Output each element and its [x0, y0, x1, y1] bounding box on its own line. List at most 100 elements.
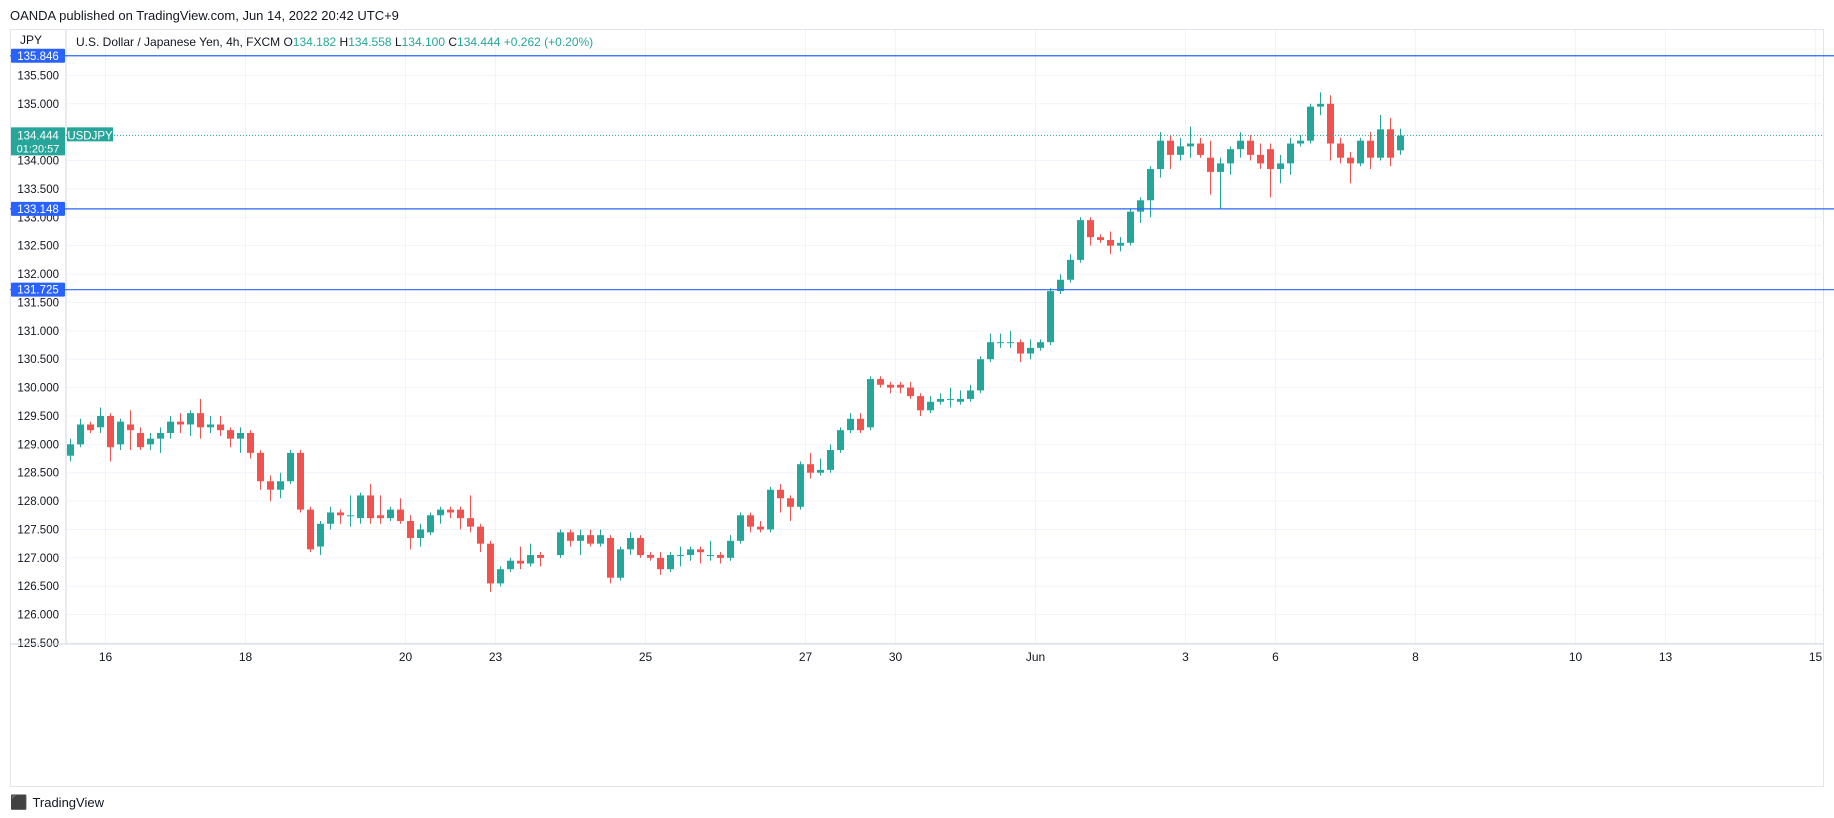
candle-body: [437, 509, 444, 516]
y-tick-label: 127.000: [17, 553, 59, 565]
candle-body: [807, 464, 814, 473]
legend-close-label: C: [448, 35, 458, 49]
candle-body: [1067, 259, 1074, 280]
candle-body: [117, 421, 124, 445]
publish-header: OANDA published on TradingView.com, Jun …: [10, 8, 399, 23]
x-tick-label: 18: [239, 650, 253, 664]
y-tick-label: 132.500: [17, 241, 59, 253]
candle-body: [987, 342, 994, 360]
candle: [1027, 339, 1034, 360]
candle-body: [667, 555, 674, 570]
candle-body: [1227, 149, 1234, 164]
legend-open-value: 134.182: [292, 35, 337, 49]
candle-body: [1017, 342, 1024, 354]
candle-body: [947, 398, 954, 400]
hline-label: 133.148: [17, 204, 59, 216]
chart-frame[interactable]: [10, 29, 1824, 787]
candle: [757, 520, 764, 533]
candle-body: [467, 518, 474, 527]
candle-body: [457, 509, 464, 519]
footer-brand[interactable]: TradingView: [32, 795, 104, 810]
candle: [897, 381, 904, 394]
candle: [457, 506, 464, 530]
candle-body: [1217, 163, 1224, 172]
candle: [327, 506, 334, 530]
candle-body: [837, 430, 844, 451]
footer: ⬛ TradingView: [10, 794, 104, 811]
tv-logo-icon[interactable]: ⬛: [10, 794, 27, 810]
candle-body: [887, 384, 894, 388]
candle-body: [1077, 220, 1084, 260]
candle: [1217, 157, 1224, 209]
candle-body: [1207, 157, 1214, 172]
candle: [487, 540, 494, 592]
candle-body: [617, 549, 624, 578]
candle-body: [397, 509, 404, 521]
candle-body: [957, 398, 964, 402]
candle-body: [877, 379, 884, 385]
candle: [147, 432, 154, 451]
candle-body: [587, 535, 594, 544]
candle: [1107, 231, 1114, 255]
candle-body: [207, 424, 214, 428]
candle-body: [417, 529, 424, 538]
candle-body: [257, 452, 264, 482]
candle-body: [1307, 106, 1314, 141]
candle: [77, 418, 84, 448]
x-tick-label: 23: [489, 650, 503, 664]
candle: [277, 472, 284, 499]
candle-body: [1057, 279, 1064, 292]
candle-body: [597, 535, 604, 544]
candle: [417, 523, 424, 547]
x-tick-label: 25: [639, 650, 653, 664]
candle: [467, 495, 474, 533]
price-chart[interactable]: 125.500126.000126.500127.000127.500128.0…: [0, 0, 1834, 790]
candle: [267, 475, 274, 502]
candle-body: [1297, 140, 1304, 144]
candle-body: [77, 424, 84, 445]
candle: [647, 552, 654, 561]
candle: [1157, 132, 1164, 178]
candle-body: [147, 438, 154, 445]
candle-body: [1387, 129, 1394, 158]
candle-body: [1047, 291, 1054, 343]
candle-body: [817, 469, 824, 473]
x-tick-label: 20: [399, 650, 413, 664]
candle-body: [917, 396, 924, 411]
candle-body: [367, 495, 374, 519]
y-tick-label: 129.500: [17, 411, 59, 423]
y-tick-label: 131.500: [17, 297, 59, 309]
candle-body: [387, 509, 394, 519]
candle-body: [327, 512, 334, 524]
candle: [1017, 339, 1024, 363]
candle-body: [577, 535, 584, 541]
candle-body: [377, 515, 384, 519]
candle: [1137, 197, 1144, 223]
x-tick-label: 15: [1809, 650, 1823, 664]
y-tick-label: 127.500: [17, 524, 59, 536]
last-price-tag-bg: [11, 127, 65, 156]
candle: [687, 546, 694, 561]
candle: [1047, 288, 1054, 346]
candle: [847, 413, 854, 433]
y-tick-label: 134.000: [17, 156, 59, 168]
candle: [217, 415, 224, 436]
candle-body: [537, 555, 544, 558]
y-tick-label: 126.500: [17, 581, 59, 593]
candle-body: [637, 537, 644, 556]
symbol-tag-bg: [67, 127, 113, 142]
candle: [1267, 143, 1274, 198]
candle: [587, 529, 594, 547]
candle: [977, 356, 984, 394]
candle: [557, 529, 564, 558]
y-tick-label: 135.500: [17, 70, 59, 82]
candle: [367, 484, 374, 524]
candle: [497, 566, 504, 587]
candle: [67, 438, 74, 462]
candle: [157, 427, 164, 453]
candle: [1327, 95, 1334, 161]
candle-body: [1247, 140, 1254, 155]
countdown-tag: 01:20:57: [17, 143, 60, 155]
candle-body: [937, 398, 944, 402]
candle-body: [1157, 140, 1164, 170]
